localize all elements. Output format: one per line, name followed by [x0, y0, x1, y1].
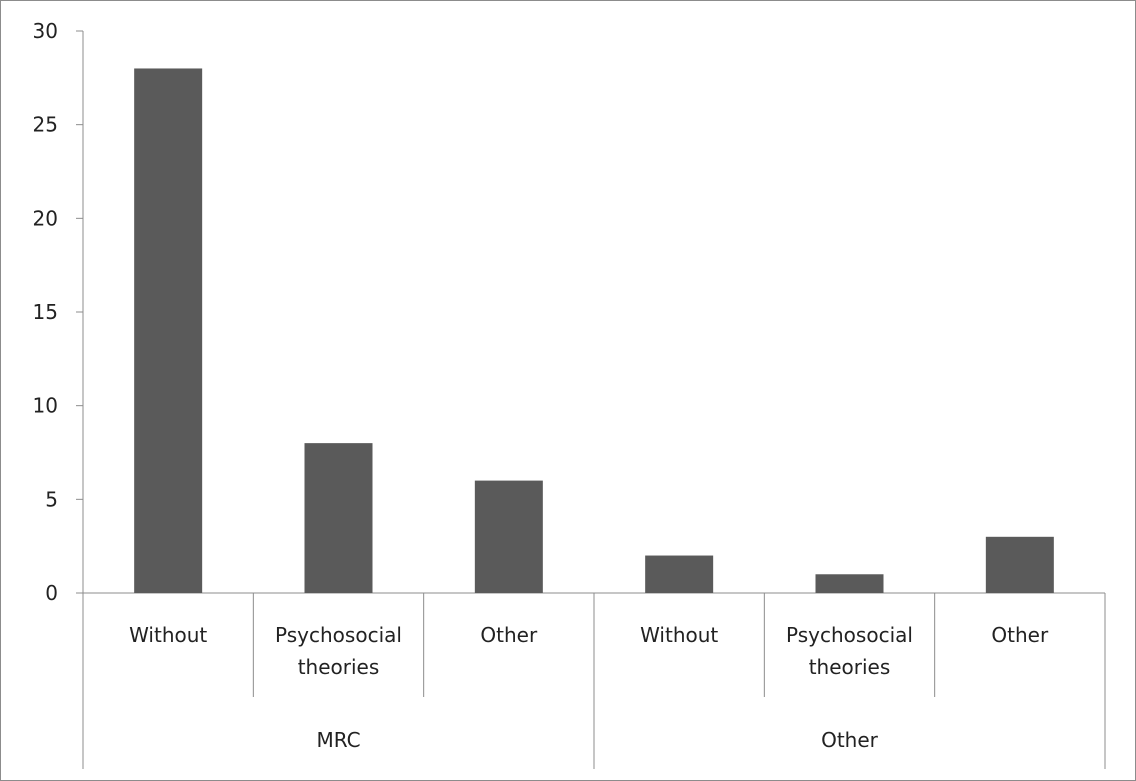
bar: [985, 536, 1054, 593]
y-tick-label: 20: [33, 206, 58, 230]
category-label: theories: [809, 655, 891, 679]
category-label: Without: [129, 623, 207, 647]
bar: [134, 68, 203, 593]
category-label: Other: [991, 623, 1049, 647]
category-label: Other: [480, 623, 538, 647]
y-tick-label: 30: [33, 19, 58, 43]
y-tick-label: 25: [33, 113, 58, 137]
bar: [304, 443, 373, 593]
category-label: Psychosocial: [275, 623, 402, 647]
y-tick-label: 5: [45, 487, 58, 511]
group-label: MRC: [316, 728, 360, 752]
category-label: Psychosocial: [786, 623, 913, 647]
category-label: theories: [298, 655, 380, 679]
bar: [815, 574, 884, 593]
y-tick-label: 0: [45, 581, 58, 605]
bar: [474, 480, 543, 593]
group-label: Other: [821, 728, 879, 752]
category-label: Without: [640, 623, 718, 647]
bar: [645, 555, 714, 593]
y-tick-label: 15: [33, 300, 58, 324]
y-tick-label: 10: [33, 394, 58, 418]
